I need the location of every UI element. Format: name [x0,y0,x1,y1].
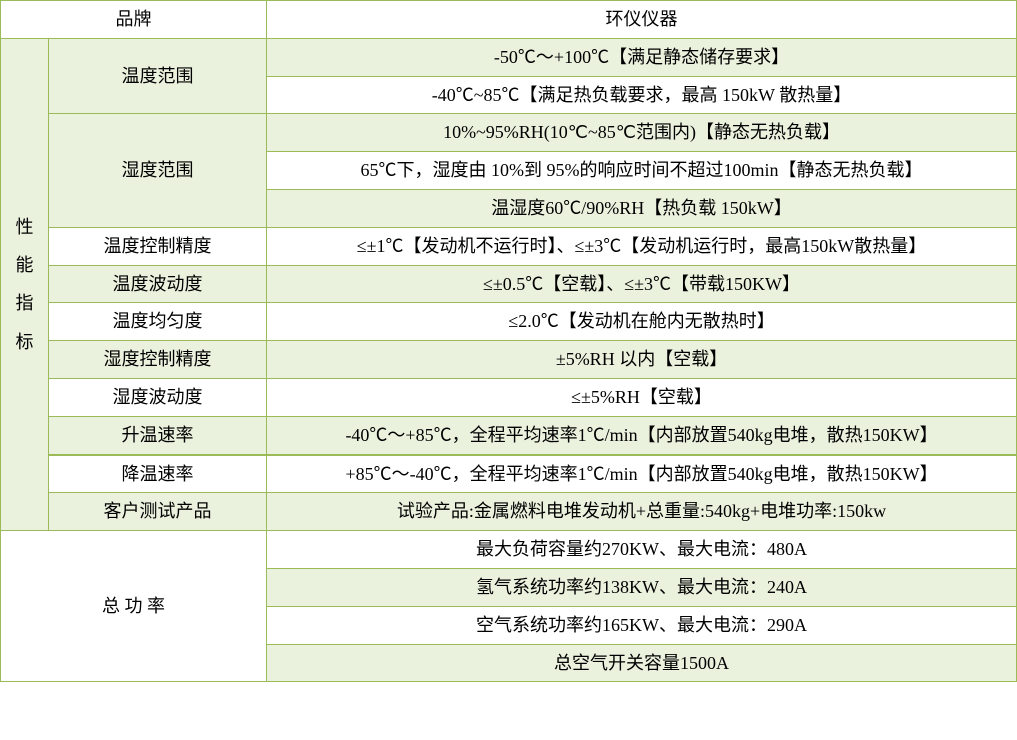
humid-range-label: 湿度范围 [49,114,267,227]
humid-range-value-1: 10%~95%RH(10℃~85℃范围内)【静态无热负载】 [267,114,1017,152]
table-row: 湿度控制精度 ±5%RH 以内【空载】 [1,341,1017,379]
humid-range-value-3: 温湿度60℃/90%RH【热负载 150kW】 [267,189,1017,227]
test-product-label: 客户测试产品 [49,493,267,531]
total-power-label: 总 功 率 [1,531,267,682]
humid-fluct-label: 湿度波动度 [49,378,267,416]
cool-rate-value: +85℃～-40℃，全程平均速率1℃/min【内部放置540kg电堆，散热150… [267,455,1017,493]
table-row: 湿度范围 10%~95%RH(10℃~85℃范围内)【静态无热负载】 [1,114,1017,152]
temp-range-value-1: -50℃～+100℃【满足静态储存要求】 [267,38,1017,76]
temp-uniform-label: 温度均匀度 [49,303,267,341]
brand-value: 环仪仪器 [267,1,1017,39]
brand-row: 品牌 环仪仪器 [1,1,1017,39]
table-row: 升温速率 -40℃～+85℃，全程平均速率1℃/min【内部放置540kg电堆，… [1,416,1017,454]
power-value-4: 总空气开关容量1500A [267,644,1017,682]
power-value-1: 最大负荷容量约270KW、最大电流：480A [267,531,1017,569]
temp-fluct-value: ≤±0.5℃【空载】、≤±3℃【带载150KW】 [267,265,1017,303]
table-row: 温度均匀度 ≤2.0℃【发动机在舱内无散热时】 [1,303,1017,341]
temp-ctrl-acc-label: 温度控制精度 [49,227,267,265]
temp-range-label: 温度范围 [49,38,267,114]
table-row: 降温速率 +85℃～-40℃，全程平均速率1℃/min【内部放置540kg电堆，… [1,455,1017,493]
temp-fluct-label: 温度波动度 [49,265,267,303]
table-row: 湿度波动度 ≤±5%RH【空载】 [1,378,1017,416]
power-value-2: 氢气系统功率约138KW、最大电流：240A [267,568,1017,606]
temp-range-value-2: -40℃~85℃【满足热负载要求，最高 150kW 散热量】 [267,76,1017,114]
brand-label: 品牌 [1,1,267,39]
table-row: 温度波动度 ≤±0.5℃【空载】、≤±3℃【带载150KW】 [1,265,1017,303]
heat-rate-value: -40℃～+85℃，全程平均速率1℃/min【内部放置540kg电堆，散热150… [267,416,1017,454]
perf-section-label: 性 能 指 标 [1,38,49,530]
temp-ctrl-acc-value: ≤±1℃【发动机不运行时】、≤±3℃【发动机运行时，最高150kW散热量】 [267,227,1017,265]
heat-rate-label: 升温速率 [49,416,267,454]
cool-rate-label: 降温速率 [49,455,267,493]
table-row: 客户测试产品 试验产品:金属燃料电堆发动机+总重量:540kg+电堆功率:150… [1,493,1017,531]
humid-fluct-value: ≤±5%RH【空载】 [267,378,1017,416]
table-row: 总 功 率 最大负荷容量约270KW、最大电流：480A [1,531,1017,569]
test-product-value: 试验产品:金属燃料电堆发动机+总重量:540kg+电堆功率:150kw [267,493,1017,531]
humid-ctrl-acc-label: 湿度控制精度 [49,341,267,379]
table-row: 温度控制精度 ≤±1℃【发动机不运行时】、≤±3℃【发动机运行时，最高150kW… [1,227,1017,265]
table-row: 性 能 指 标 温度范围 -50℃～+100℃【满足静态储存要求】 [1,38,1017,76]
humid-range-value-2: 65℃下，湿度由 10%到 95%的响应时间不超过100min【静态无热负载】 [267,152,1017,190]
spec-table: 品牌 环仪仪器 性 能 指 标 温度范围 -50℃～+100℃【满足静态储存要求… [0,0,1017,682]
humid-ctrl-acc-value: ±5%RH 以内【空载】 [267,341,1017,379]
temp-uniform-value: ≤2.0℃【发动机在舱内无散热时】 [267,303,1017,341]
power-value-3: 空气系统功率约165KW、最大电流：290A [267,606,1017,644]
